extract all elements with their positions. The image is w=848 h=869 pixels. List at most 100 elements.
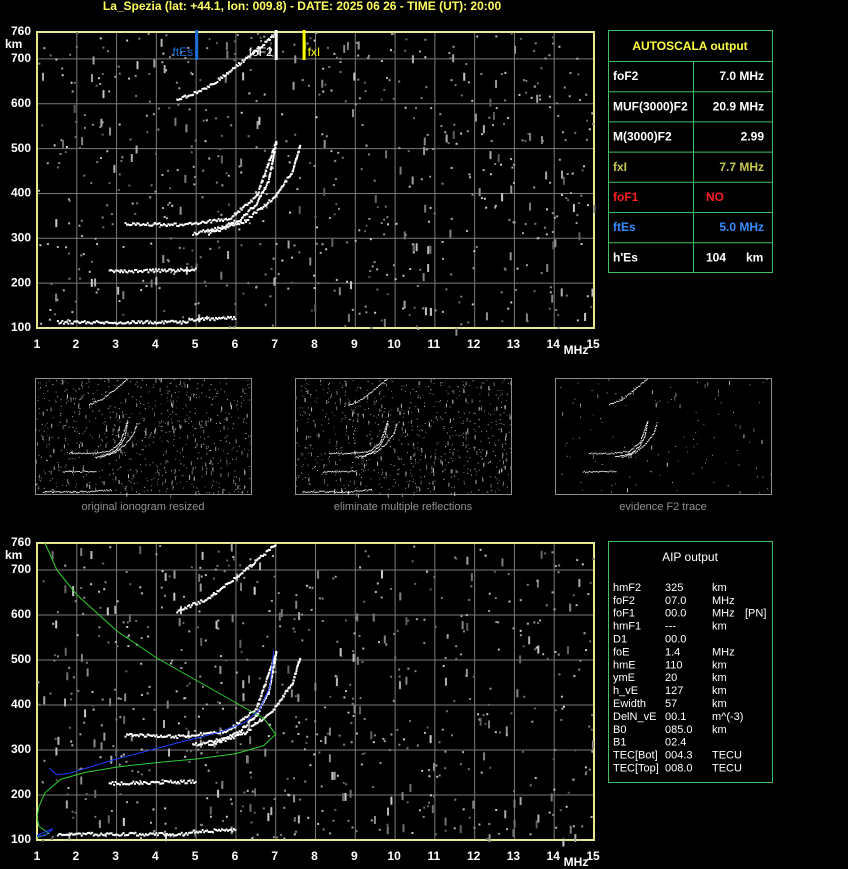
trace-dot — [140, 733, 143, 736]
noise-dot — [61, 383, 63, 385]
noise-dot — [167, 260, 170, 263]
trace-dot — [360, 490, 362, 492]
trace-dot — [135, 781, 138, 784]
noise-dot — [125, 486, 127, 491]
trace-dot — [369, 392, 371, 394]
noise-dot — [298, 612, 301, 621]
noise-dot — [446, 400, 448, 402]
noise-dot — [406, 747, 409, 750]
trace-dot — [365, 395, 367, 397]
trace-dot — [125, 379, 127, 381]
noise-dot — [201, 823, 204, 826]
noise-dot — [451, 426, 453, 428]
noise-dot — [403, 410, 405, 412]
noise-dot — [350, 721, 353, 724]
trace-dot — [255, 211, 258, 214]
noise-dot — [386, 216, 389, 219]
noise-dot — [352, 380, 354, 382]
trace-dot — [220, 228, 223, 231]
noise-dot — [297, 459, 299, 461]
trace-dot — [68, 490, 70, 492]
trace-dot — [614, 471, 616, 473]
noise-dot — [632, 387, 634, 389]
noise-dot — [318, 433, 320, 438]
noise-dot — [128, 184, 131, 187]
trace-dot — [189, 221, 192, 224]
trace-dot — [622, 456, 624, 458]
noise-dot — [525, 264, 528, 267]
noise-dot — [62, 289, 65, 292]
noise-dot — [66, 419, 68, 424]
noise-dot — [407, 150, 410, 153]
noise-dot — [144, 458, 146, 460]
noise-dot — [495, 466, 497, 468]
trace-dot — [128, 440, 130, 442]
noise-dot — [116, 645, 119, 648]
trace-dot — [236, 721, 239, 724]
noise-dot — [328, 490, 330, 492]
noise-dot — [393, 478, 395, 480]
noise-dot — [419, 487, 421, 492]
noise-dot — [173, 378, 175, 380]
noise-dot — [53, 449, 55, 454]
noise-dot — [345, 434, 347, 436]
noise-dot — [309, 483, 311, 485]
noise-dot — [523, 695, 526, 698]
noise-dot — [44, 472, 46, 474]
trace-dot — [181, 780, 184, 783]
noise-dot — [102, 562, 105, 565]
noise-dot — [762, 381, 764, 383]
trace-dot — [217, 77, 220, 80]
noise-dot — [346, 280, 349, 283]
noise-dot — [386, 223, 389, 226]
trace-dot — [125, 443, 127, 445]
noise-dot — [459, 653, 462, 656]
noise-dot — [499, 422, 501, 424]
trace-dot — [208, 233, 211, 236]
noise-dot — [222, 490, 224, 495]
noise-dot — [462, 442, 464, 447]
trace-dot — [177, 734, 180, 737]
noise-dot — [468, 816, 471, 819]
noise-dot — [321, 620, 324, 623]
noise-dot — [43, 696, 46, 705]
trace-dot — [143, 834, 146, 837]
trace-dot — [188, 222, 191, 225]
noise-dot — [84, 126, 87, 129]
trace-dot — [68, 453, 70, 455]
trace-dot — [126, 424, 128, 426]
noise-dot — [96, 452, 98, 454]
noise-dot — [152, 386, 154, 388]
noise-dot — [574, 398, 576, 400]
trace-dot — [125, 431, 127, 433]
trace-dot — [386, 442, 388, 444]
noise-dot — [198, 421, 200, 426]
trace-dot — [384, 379, 386, 381]
thumbnail-caption: eliminate multiple reflections — [334, 501, 473, 513]
trace-dot — [212, 831, 215, 834]
noise-dot — [579, 659, 582, 662]
noise-dot — [524, 223, 527, 226]
noise-dot — [569, 603, 572, 612]
trace-dot — [101, 489, 103, 491]
trace-dot — [196, 734, 199, 737]
noise-dot — [453, 389, 455, 394]
noise-dot — [713, 437, 715, 439]
noise-dot — [57, 424, 59, 426]
trace-dot — [628, 454, 630, 456]
noise-dot — [68, 483, 70, 485]
noise-dot — [490, 460, 492, 462]
trace-dot — [264, 186, 267, 189]
noise-dot — [72, 466, 74, 471]
trace-dot — [355, 401, 357, 403]
noise-dot — [165, 459, 167, 464]
noise-dot — [125, 423, 127, 425]
noise-dot — [433, 212, 436, 215]
trace-dot — [122, 832, 125, 835]
x-tick-label: 12 — [467, 337, 481, 351]
trace-dot — [114, 780, 117, 783]
noise-dot — [433, 472, 435, 477]
noise-dot — [453, 700, 456, 703]
noise-dot — [410, 455, 412, 460]
noise-dot — [480, 387, 482, 389]
